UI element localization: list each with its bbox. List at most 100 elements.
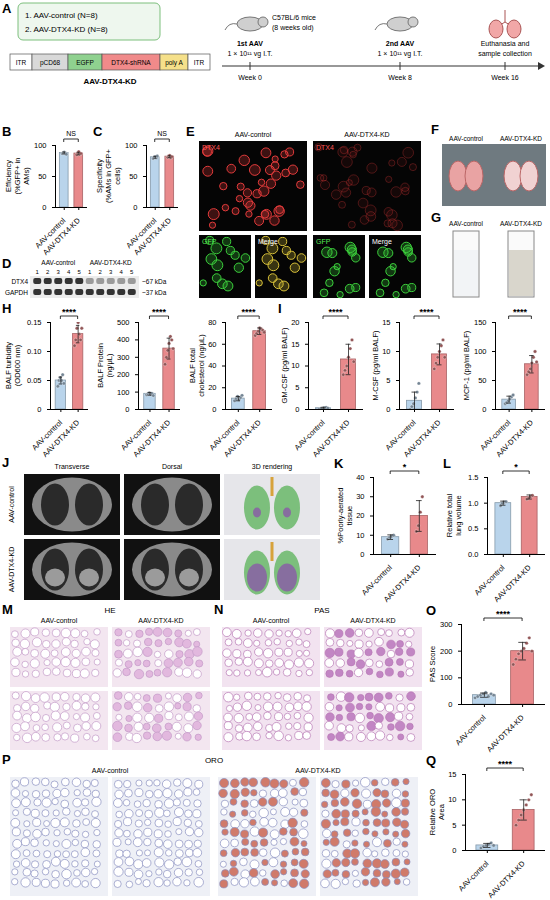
svg-text:AAV-DTX4-KD: AAV-DTX4-KD [344, 131, 389, 138]
svg-text:P: P [2, 752, 11, 767]
svg-text:C: C [93, 124, 103, 139]
svg-text:0.5: 0.5 [468, 524, 478, 533]
svg-text:0: 0 [452, 846, 456, 855]
svg-text:AAV-DTX4-KD: AAV-DTX4-KD [494, 418, 535, 459]
svg-text:100: 100 [34, 141, 47, 150]
svg-text:150: 150 [474, 318, 487, 327]
svg-text:1 × 10¹¹ vg I.T.: 1 × 10¹¹ vg I.T. [378, 50, 423, 58]
svg-text:lung volume: lung volume [454, 495, 463, 535]
svg-text:AAV-DTX4-KD: AAV-DTX4-KD [350, 617, 395, 624]
svg-text:ITR: ITR [194, 59, 205, 66]
svg-text:AAV-DTX4-KD: AAV-DTX4-KD [8, 547, 15, 592]
svg-text:HE: HE [104, 606, 115, 615]
svg-text:****: **** [513, 307, 528, 317]
svg-text:Area: Area [437, 803, 446, 820]
svg-text:****: **** [62, 307, 77, 317]
svg-text:10: 10 [291, 361, 299, 370]
svg-text:DTX4: DTX4 [316, 144, 334, 151]
svg-text:(%AMs in GFP+: (%AMs in GFP+ [104, 148, 113, 203]
svg-text:(8 weeks old): (8 weeks old) [272, 24, 314, 32]
svg-text:DTX4: DTX4 [11, 278, 28, 285]
svg-text:4: 4 [67, 269, 71, 275]
svg-text:N: N [214, 602, 223, 617]
svg-text:BALF Protein: BALF Protein [96, 343, 105, 388]
svg-text:DTX4-shRNA: DTX4-shRNA [111, 59, 151, 66]
svg-text:100: 100 [117, 388, 130, 397]
svg-text:F: F [431, 122, 439, 137]
svg-text:2. AAV-DTX4-KD (N=8): 2. AAV-DTX4-KD (N=8) [25, 25, 108, 34]
svg-text:****: **** [241, 307, 256, 317]
svg-text:AAV-control: AAV-control [456, 859, 490, 893]
svg-text:400: 400 [117, 335, 130, 344]
svg-text:%Poorly-aerated: %Poorly-aerated [336, 488, 345, 544]
svg-text:pCD68: pCD68 [40, 59, 61, 67]
svg-text:1.0: 1.0 [468, 499, 478, 508]
svg-text:tissue: tissue [345, 506, 354, 526]
svg-text:poly A: poly A [165, 59, 183, 67]
svg-text:0: 0 [42, 203, 46, 212]
svg-text:40: 40 [208, 361, 216, 370]
svg-text:Merge: Merge [258, 238, 278, 246]
svg-text:I: I [278, 301, 282, 316]
svg-text:Efficiency: Efficiency [4, 160, 13, 192]
svg-text:sample collection: sample collection [478, 50, 532, 58]
svg-text:0.10: 0.10 [27, 347, 42, 356]
svg-text:0: 0 [133, 203, 137, 212]
svg-text:0: 0 [295, 405, 299, 414]
svg-text:****: **** [328, 307, 343, 317]
svg-text:****: **** [498, 759, 513, 769]
svg-text:J: J [2, 455, 9, 470]
svg-text:PAS Score: PAS Score [428, 646, 437, 682]
svg-text:ORO: ORO [205, 756, 223, 765]
svg-text:ITR: ITR [16, 59, 27, 66]
svg-text:AAV-DTX4-KD: AAV-DTX4-KD [382, 563, 423, 604]
svg-text:DTX4: DTX4 [202, 144, 220, 151]
svg-text:AAV-DTX4-KD: AAV-DTX4-KD [485, 713, 526, 754]
svg-text:20: 20 [208, 383, 216, 392]
svg-text:PAS: PAS [314, 606, 329, 615]
svg-text:50: 50 [478, 376, 486, 385]
svg-text:AAV-DTX4-KD: AAV-DTX4-KD [41, 418, 82, 459]
svg-text:1 × 10¹¹ vg I.T.: 1 × 10¹¹ vg I.T. [228, 50, 273, 58]
svg-text:M-CSF (pg/ml BALF): M-CSF (pg/ml BALF) [371, 330, 380, 401]
svg-text:Specificity: Specificity [95, 159, 104, 193]
svg-text:Euthanasia and: Euthanasia and [481, 40, 530, 47]
svg-text:3: 3 [57, 269, 61, 275]
svg-text:GAPDH: GAPDH [5, 289, 28, 296]
svg-text:Week 16: Week 16 [491, 74, 519, 81]
svg-text:AAV-control: AAV-control [454, 713, 488, 747]
svg-text:30: 30 [356, 492, 364, 501]
svg-text:AAV-control: AAV-control [235, 131, 272, 138]
svg-text:cells): cells) [113, 167, 122, 185]
svg-text:5: 5 [386, 376, 390, 385]
svg-text:AAV-DTX4-KD: AAV-DTX4-KD [311, 418, 352, 459]
svg-text:5: 5 [452, 821, 456, 830]
svg-text:AAV-DTX4-KD: AAV-DTX4-KD [222, 418, 263, 459]
svg-text:AAV-control: AAV-control [8, 486, 15, 523]
svg-text:AAV-DTX4-KD: AAV-DTX4-KD [500, 220, 542, 227]
svg-text:10: 10 [382, 347, 390, 356]
svg-text:K: K [334, 456, 344, 471]
svg-text:O: O [426, 603, 436, 618]
svg-text:0.0: 0.0 [468, 550, 478, 559]
svg-text:5: 5 [130, 269, 134, 275]
svg-text:AAV-control: AAV-control [92, 767, 129, 774]
svg-text:Week 8: Week 8 [388, 74, 412, 81]
svg-text:1. AAV-control (N=8): 1. AAV-control (N=8) [25, 11, 98, 20]
svg-text:AAV-DTX4-KD: AAV-DTX4-KD [90, 259, 132, 266]
svg-text:cholesterol (ng/μL): cholesterol (ng/μL) [197, 334, 206, 397]
svg-text:(%GFP+ in: (%GFP+ in [13, 158, 22, 195]
svg-text:BALF turbidity: BALF turbidity [4, 342, 13, 389]
svg-text:100: 100 [125, 141, 138, 150]
svg-text:AAV-DTX4-KD: AAV-DTX4-KD [131, 418, 172, 459]
svg-text:AAV-control: AAV-control [449, 135, 483, 142]
svg-text:BALF total: BALF total [188, 348, 197, 383]
svg-text:1: 1 [36, 269, 40, 275]
svg-text:(OD600 nm): (OD600 nm) [13, 344, 22, 386]
svg-text:GFP: GFP [202, 238, 217, 245]
svg-text:A: A [2, 1, 12, 16]
svg-text:300: 300 [440, 620, 453, 629]
svg-text:Week 0: Week 0 [238, 74, 262, 81]
svg-text:50: 50 [38, 172, 46, 181]
svg-text:Q: Q [426, 753, 436, 768]
